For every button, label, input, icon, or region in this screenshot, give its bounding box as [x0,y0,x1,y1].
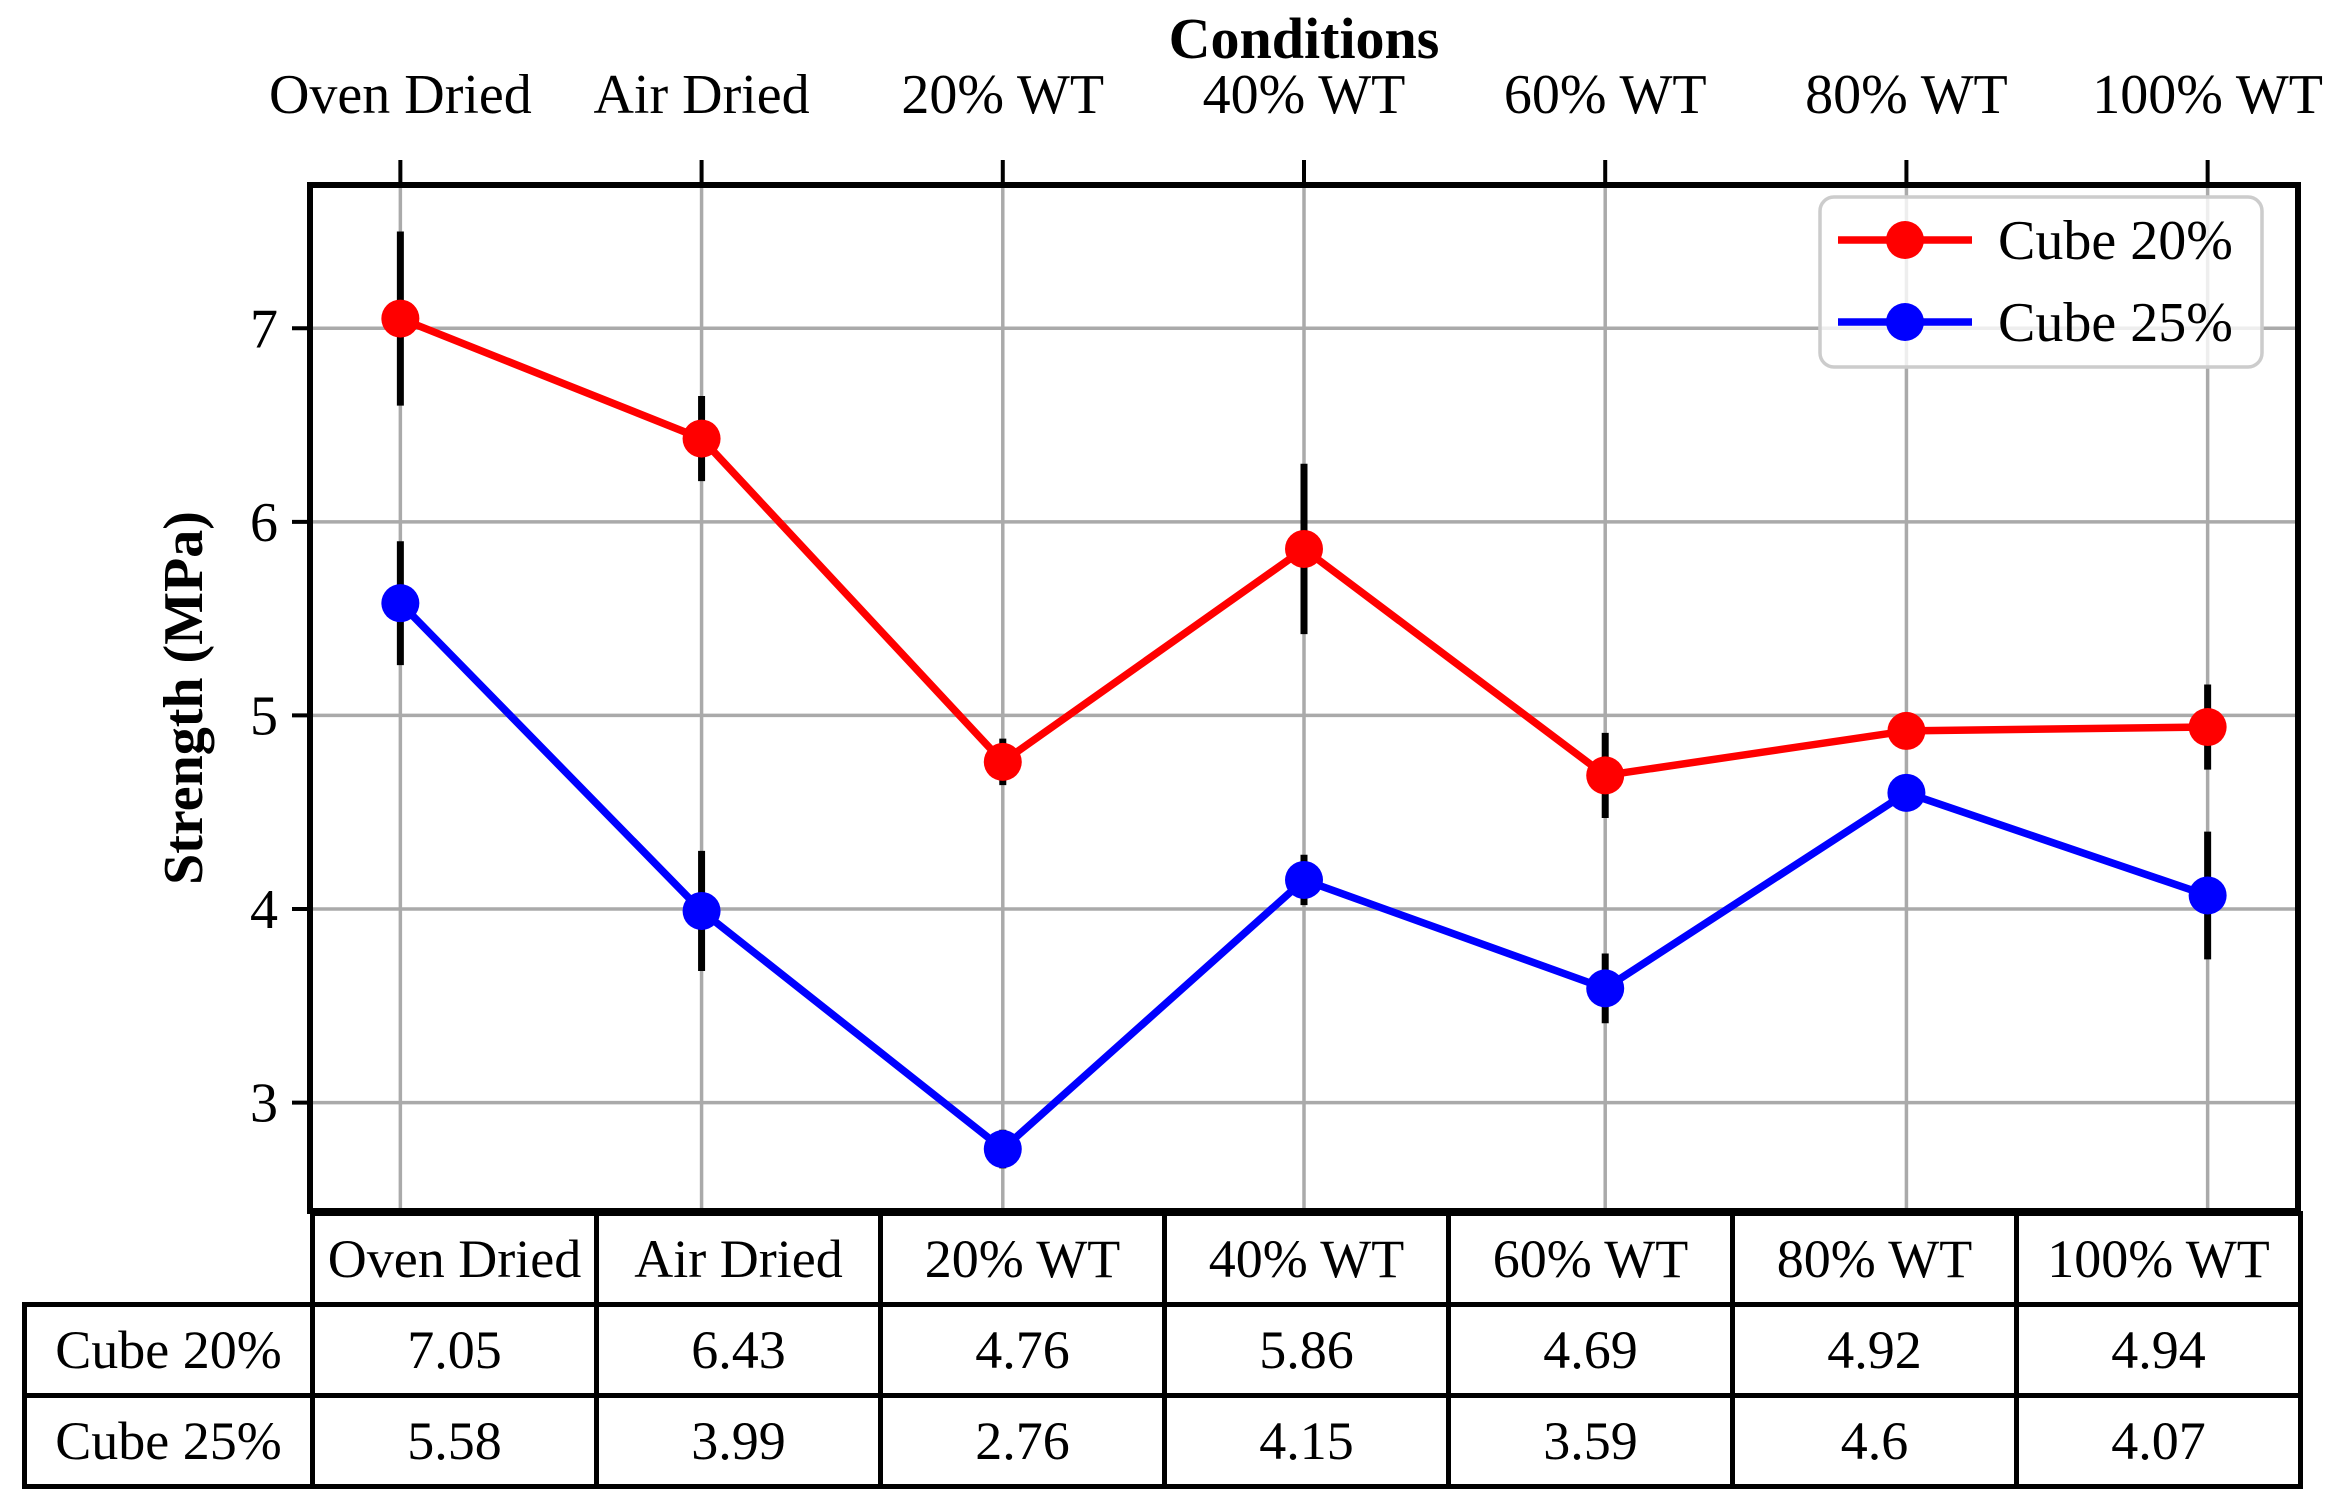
table-col-header: 100% WT [2014,1211,2303,1307]
legend-label: Cube 25% [1998,292,2233,354]
data-point-marker [983,1130,1022,1169]
table-col-header: Air Dried [594,1211,883,1307]
data-point-marker [1887,711,1926,750]
table-row: Cube 25% 5.58 3.99 2.76 4.15 3.59 4.6 4.… [22,1393,2303,1489]
y-axis-label: Strength (MPa) [153,511,215,885]
data-point-marker [1586,756,1625,795]
table-row: Cube 20% 7.05 6.43 4.76 5.86 4.69 4.92 4… [22,1302,2303,1398]
table-cell: 4.69 [1446,1302,1735,1398]
table-col-header: Oven Dried [310,1211,599,1307]
table-cell: 4.15 [1162,1393,1451,1489]
table-cell: 4.6 [1730,1393,2019,1489]
table-cell: 3.59 [1446,1393,1735,1489]
data-point-marker [1586,969,1625,1008]
x-tick-label: 40% WT [1203,64,1406,126]
table-corner-cell [25,1214,313,1305]
plot-border [307,182,2301,1214]
data-point-marker [2188,708,2227,747]
data-point-marker [682,891,721,930]
table-cell: 4.76 [878,1302,1167,1398]
data-point-marker [1285,860,1323,899]
y-tick-label: 5 [250,685,278,747]
table-header-row: Oven Dried Air Dried 20% WT 40% WT 60% W… [25,1211,2303,1307]
table-cell: 5.58 [310,1393,599,1489]
data-point-marker [682,419,721,458]
y-tick-label: 7 [250,298,278,360]
table-cell: 2.76 [878,1393,1167,1489]
chart-title: Conditions [1169,6,1440,71]
legend-marker [1886,303,1924,341]
data-point-marker [1887,773,1926,812]
x-tick-label: 100% WT [2092,64,2323,126]
table-cell: 4.94 [2014,1302,2303,1398]
table-cell: 3.99 [594,1393,883,1489]
y-tick-label: 3 [250,1073,278,1135]
x-tick-label: 20% WT [901,64,1104,126]
legend-label: Cube 20% [1998,210,2233,272]
table-col-header: 80% WT [1730,1211,2019,1307]
table-cell: 4.07 [2014,1393,2303,1489]
table-cell: 6.43 [594,1302,883,1398]
x-tick-label: 60% WT [1504,64,1707,126]
data-point-marker [1285,529,1323,568]
table-col-header: 40% WT [1162,1211,1451,1307]
data-table: Oven Dried Air Dried 20% WT 40% WT 60% W… [22,1211,2303,1489]
data-point-marker [2188,876,2227,915]
data-point-marker [983,742,1022,781]
table-row-label: Cube 20% [22,1302,315,1398]
table-row-label: Cube 25% [22,1393,315,1489]
legend-marker [1886,221,1924,259]
data-point-marker [381,299,420,338]
data-point-marker [381,584,420,623]
x-tick-label: Air Dried [593,64,809,126]
y-tick-label: 6 [250,492,278,554]
x-tick-label: Oven Dried [269,64,532,126]
strength-line-chart: Oven Dried Air Dried 20% WT 40% WT 60% WT 80%… [153,6,2323,1214]
x-tick-label: 80% WT [1805,64,2008,126]
table-cell: 7.05 [310,1302,599,1398]
table-col-header: 60% WT [1446,1211,1735,1307]
y-tick-label: 4 [250,879,278,941]
table-cell: 4.92 [1730,1302,2019,1398]
table-col-header: 20% WT [878,1211,1167,1307]
table-cell: 5.86 [1162,1302,1451,1398]
